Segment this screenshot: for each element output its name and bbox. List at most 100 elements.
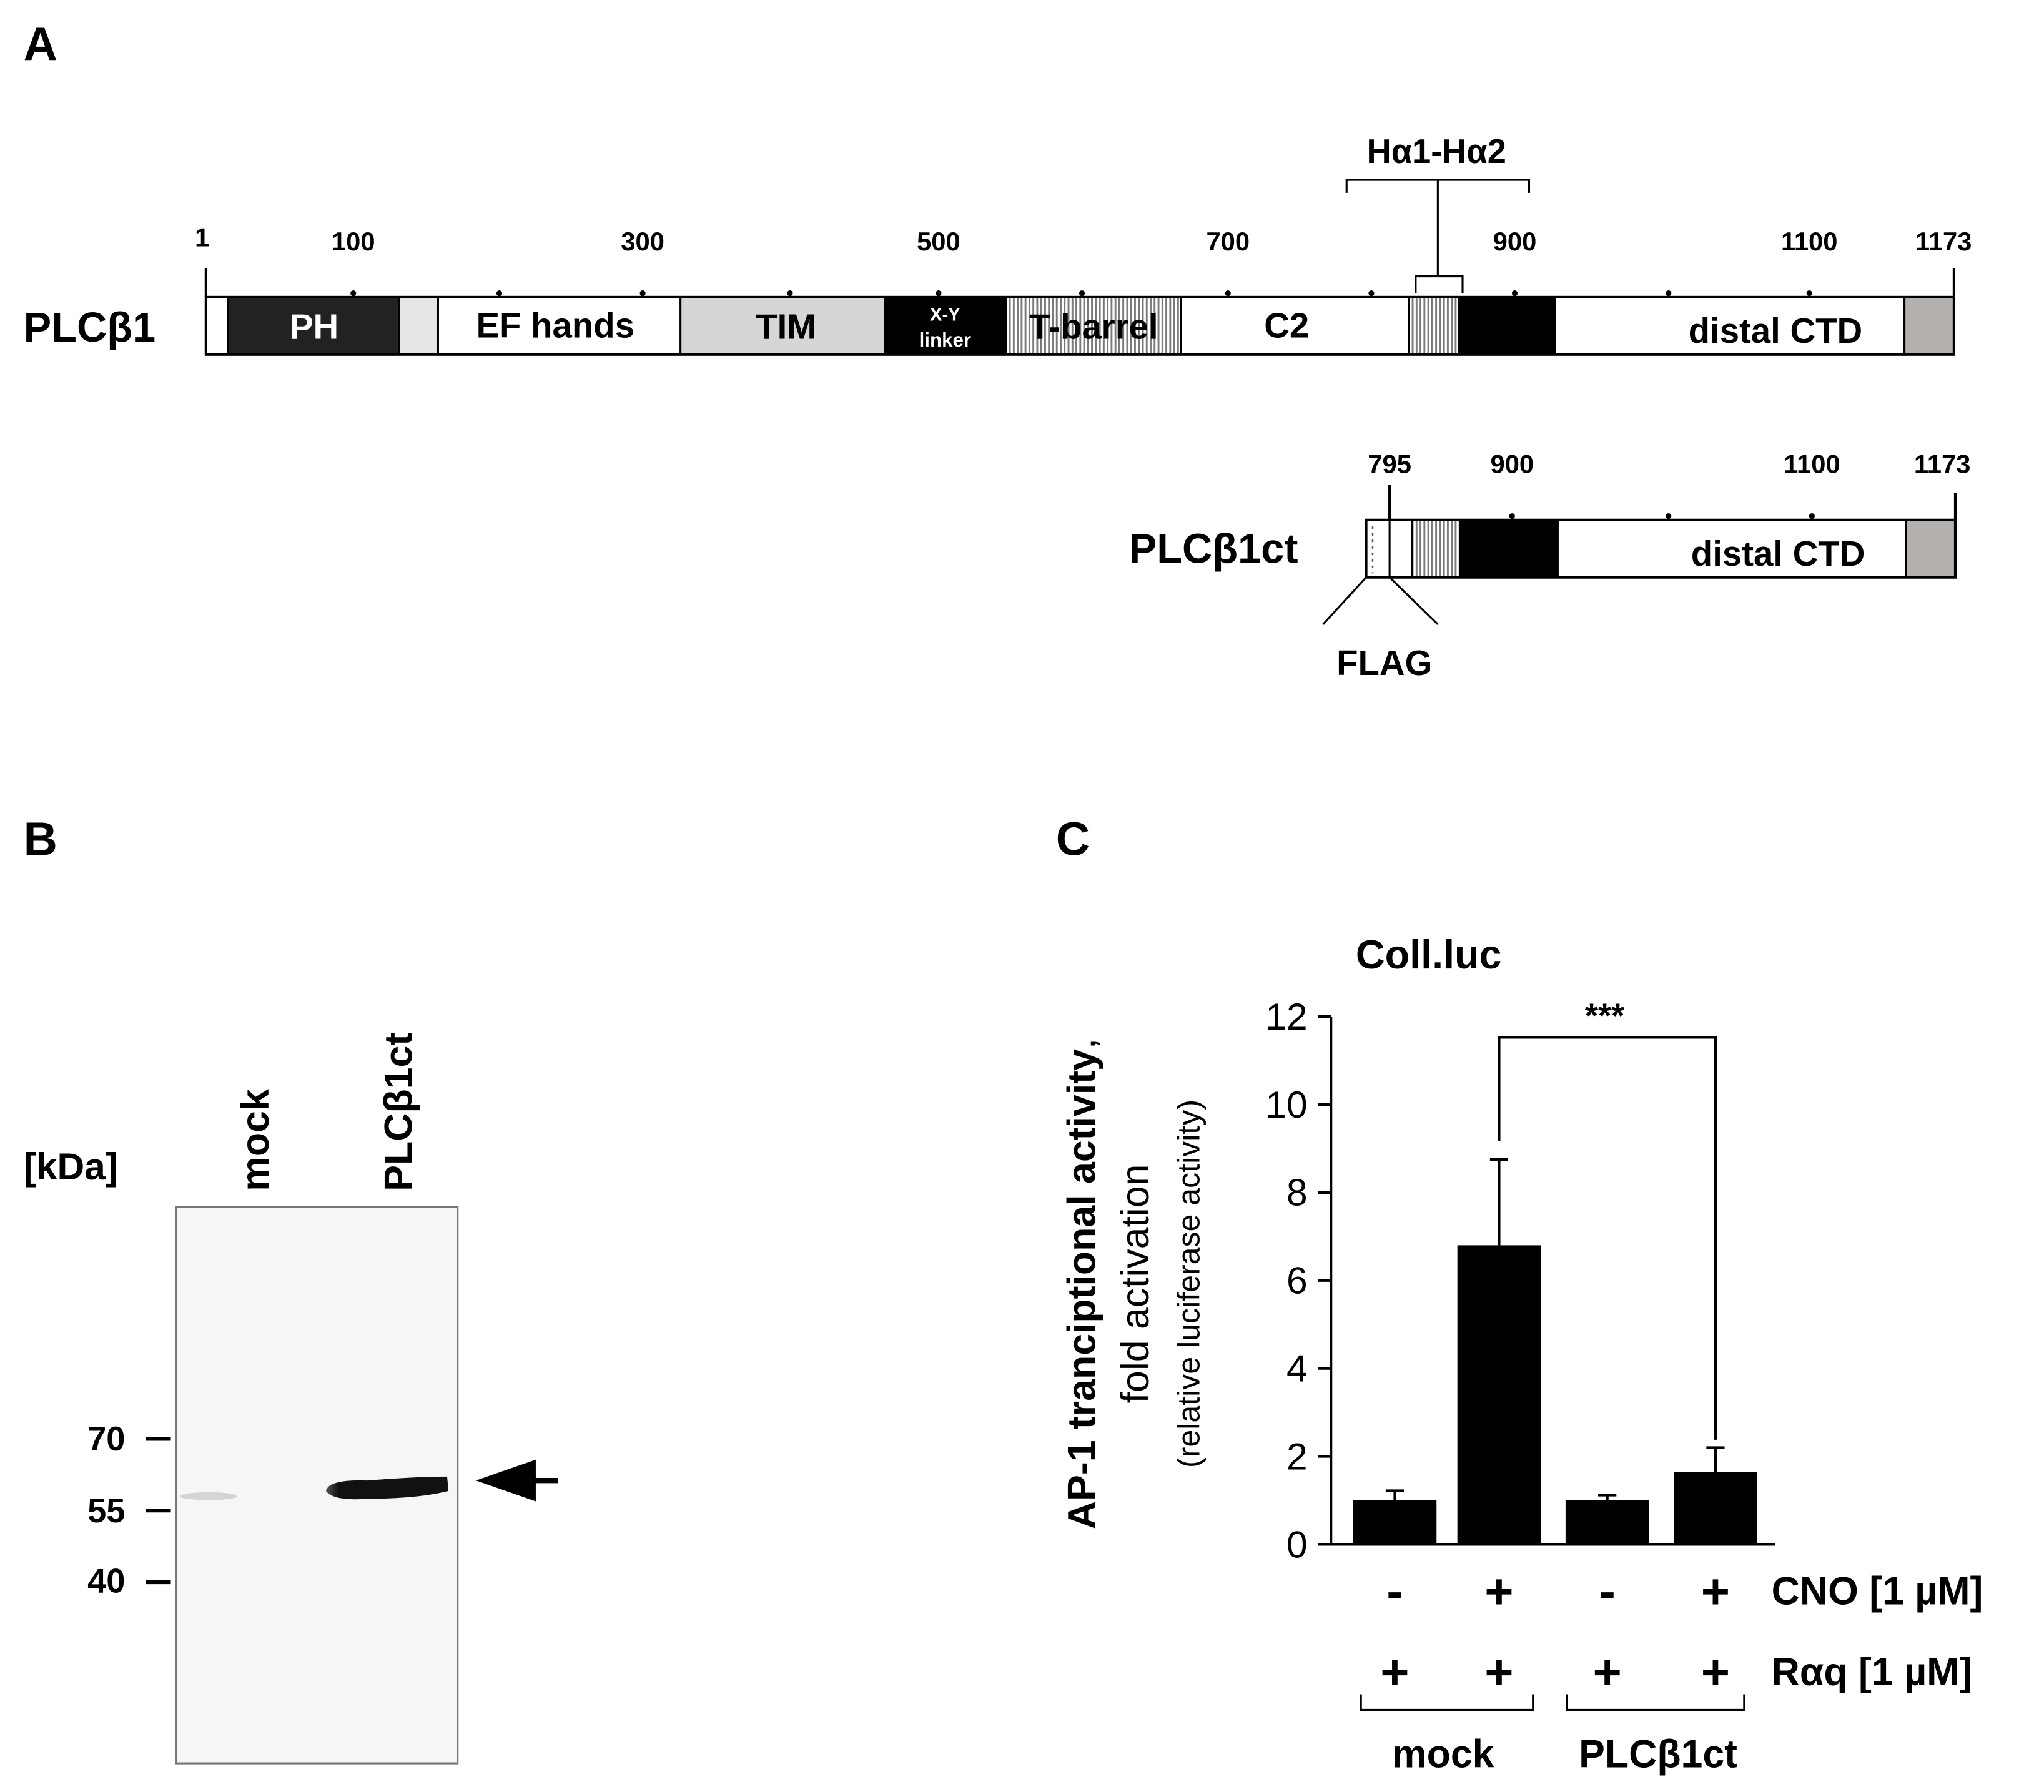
tick-dot <box>496 290 503 297</box>
domain-ph-label: PH <box>290 307 338 347</box>
panel-b: B [kDa] mock PLCβ1ct 70 55 40 <box>24 812 558 1765</box>
helix-small-bracket <box>1415 275 1464 293</box>
full-num-300: 300 <box>621 227 664 256</box>
domain-nterm <box>205 297 229 355</box>
y-axis-label-line2: fold activation <box>1113 1164 1157 1404</box>
y-axis-label-line3: (relative luciferase activity) <box>1171 1100 1206 1468</box>
bar-tick-dots <box>350 290 1812 297</box>
ct-ctd <box>1558 519 1906 578</box>
y-tick-label: 0 <box>1286 1523 1308 1565</box>
ct-num-1100: 1100 <box>1784 450 1840 479</box>
ct-ctd-label: distal CTD <box>1691 534 1865 573</box>
ct-num-900: 900 <box>1490 450 1534 479</box>
treatment-signs: - + - + + + + + <box>1380 1563 1730 1700</box>
tick-dot <box>1809 513 1815 519</box>
tick-dot <box>1511 290 1518 297</box>
panel-c-letter: C <box>1056 812 1090 865</box>
raq-label: Rαq [1 µM] <box>1772 1650 1973 1694</box>
ct-cterm <box>1905 519 1955 578</box>
marker-70: 70 <box>87 1420 125 1458</box>
plcb1-bar: PH EF hands TIM X-Y linker T-barrel C2 d… <box>204 268 1955 356</box>
ct-dividers <box>1388 519 1907 578</box>
cno-sign: - <box>1386 1563 1403 1619</box>
y-axis-label-comma: , <box>1060 1038 1103 1049</box>
bar <box>1674 1472 1757 1545</box>
plcb1ct-bar: distal CTD FLAG <box>1322 485 1957 682</box>
domain-tbarrel <box>1006 297 1182 355</box>
y-tick-label: 4 <box>1286 1347 1308 1390</box>
tick-dot <box>936 290 942 297</box>
domain-xy <box>885 297 1007 355</box>
domain-c2 <box>1181 297 1410 355</box>
full-num-1: 1 <box>195 222 209 252</box>
raq-sign: + <box>1593 1644 1622 1700</box>
y-tick-label: 2 <box>1286 1435 1308 1477</box>
bars <box>1353 1245 1757 1545</box>
y-axis-label: AP-1 tranciptional activity, <box>1060 1038 1103 1529</box>
cno-sign: - <box>1599 1563 1615 1619</box>
significance-bracket <box>1498 1036 1717 1440</box>
ct-tick-dots <box>1509 513 1815 519</box>
tick-dot <box>1079 290 1085 297</box>
panel-a: A Hα1-Hα2 1 100 300 500 700 900 1100 117… <box>24 17 1972 682</box>
plcb1ct-name: PLCβ1ct <box>1129 526 1298 573</box>
ct-flag-region <box>1366 519 1390 578</box>
y-tick-label: 6 <box>1286 1259 1308 1302</box>
marker-55: 55 <box>87 1492 125 1530</box>
cno-sign: + <box>1484 1563 1513 1619</box>
full-num-900: 900 <box>1493 227 1537 256</box>
panel-b-letter: B <box>24 812 57 865</box>
domain-tbarrel-label: T-barrel <box>1029 307 1158 347</box>
plcb1-name: PLCβ1 <box>24 305 156 351</box>
chart-axes <box>1330 1017 1775 1546</box>
domain-ha-black <box>1458 297 1556 355</box>
flag-label: FLAG <box>1336 643 1432 682</box>
domain-ctd <box>1555 297 1905 355</box>
domain-xy-label-top: X-Y <box>930 305 960 325</box>
bar <box>1353 1500 1437 1545</box>
group-bracket-plcb1ct <box>1566 1694 1745 1711</box>
domain-ha-stripe <box>1409 297 1459 355</box>
flag-pointer-lines <box>1322 576 1439 625</box>
tick-dot <box>787 290 793 297</box>
helix-label: Hα1-Hα2 <box>1367 133 1506 170</box>
group-label-plcb1ct: PLCβ1ct <box>1579 1732 1737 1776</box>
error-bars <box>1385 1158 1725 1500</box>
tick-dot <box>1225 290 1231 297</box>
domain-ef-label: EF hands <box>476 306 634 345</box>
cno-label: CNO [1 µM] <box>1772 1569 1983 1613</box>
raq-sign: + <box>1484 1644 1513 1700</box>
significance-stars: *** <box>1585 997 1625 1035</box>
domain-dividers <box>227 297 1906 355</box>
ct-bar-outline <box>1365 518 1957 579</box>
bar <box>1565 1500 1649 1545</box>
helix-bracket <box>1345 179 1531 277</box>
bar-outline <box>204 295 1955 356</box>
group-label-mock: mock <box>1392 1732 1494 1776</box>
ct-linker <box>1390 519 1412 578</box>
marker-40: 40 <box>87 1563 125 1600</box>
raq-sign: + <box>1380 1644 1409 1700</box>
domain-ctd-label: distal CTD <box>1689 311 1863 350</box>
cno-sign: + <box>1701 1563 1730 1619</box>
ct-num-1173: 1173 <box>1914 450 1971 479</box>
tick-dot <box>1666 290 1672 297</box>
tick-dot <box>1368 290 1375 297</box>
domain-c2-label: C2 <box>1264 306 1309 345</box>
panel-a-letter: A <box>24 17 57 70</box>
y-tick-label: 8 <box>1286 1171 1308 1214</box>
ct-num-795: 795 <box>1368 450 1411 479</box>
y-ticks: 0 2 4 6 8 10 12 <box>1265 995 1331 1565</box>
tick-dot <box>1509 513 1515 519</box>
lane-label-plcb1ct: PLCβ1ct <box>377 1033 421 1191</box>
group-bracket-mock <box>1360 1694 1534 1711</box>
full-num-1173: 1173 <box>1915 227 1972 256</box>
domain-ph <box>228 297 399 355</box>
ct-ha-black <box>1459 519 1558 578</box>
full-num-700: 700 <box>1206 227 1250 256</box>
raq-sign: + <box>1701 1644 1730 1700</box>
panel-c: C Coll.luc AP-1 tranciptional activity, … <box>1056 812 1983 1776</box>
domain-linker1 <box>398 297 438 355</box>
y-tick-label: 10 <box>1265 1083 1307 1126</box>
full-num-500: 500 <box>917 227 960 256</box>
